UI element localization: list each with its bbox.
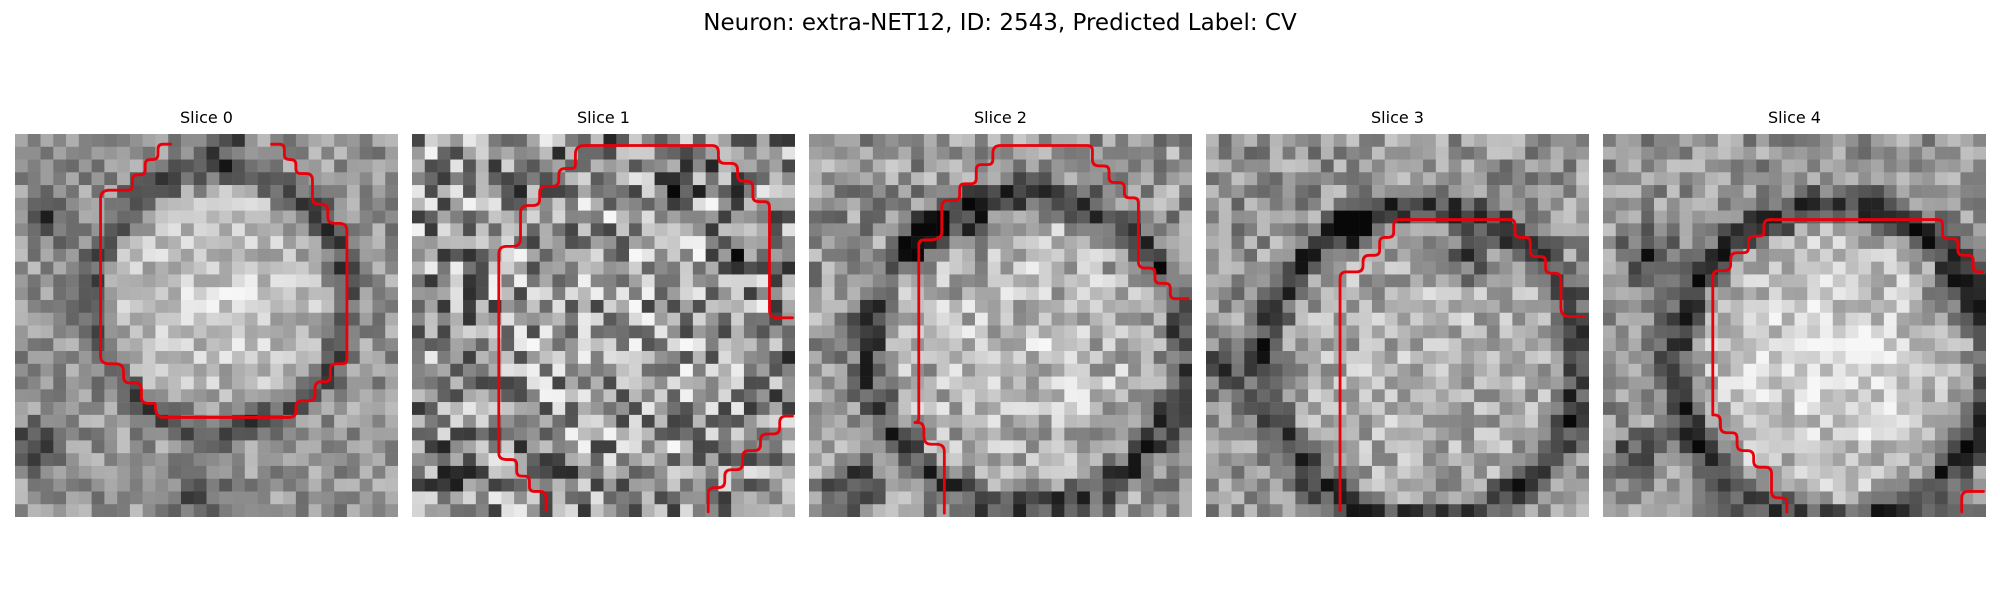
slice-title: Slice 1 (577, 108, 630, 127)
slice-pixels (809, 134, 1192, 517)
slice-title: Slice 3 (1371, 108, 1424, 127)
slice-title: Slice 0 (180, 108, 233, 127)
slice-image (1206, 134, 1589, 517)
figure-title: Neuron: extra-NET12, ID: 2543, Predicted… (703, 10, 1297, 36)
segmentation-contour (99, 142, 349, 419)
slice-image (412, 134, 795, 517)
slice-image (809, 134, 1192, 517)
slice-pixels (412, 134, 795, 517)
slice-pixels (1206, 134, 1589, 517)
slice-pixels (1603, 134, 1986, 517)
segmentation-contour (1338, 218, 1586, 513)
slice-image (15, 134, 398, 517)
slice-title: Slice 2 (974, 108, 1027, 127)
slice-image (1603, 134, 1986, 517)
slice-pixels (15, 134, 398, 517)
segmentation-contour (913, 144, 1190, 515)
slice-title: Slice 4 (1768, 108, 1821, 127)
segmentation-contour (497, 144, 794, 514)
segmentation-contour (1711, 218, 1985, 514)
